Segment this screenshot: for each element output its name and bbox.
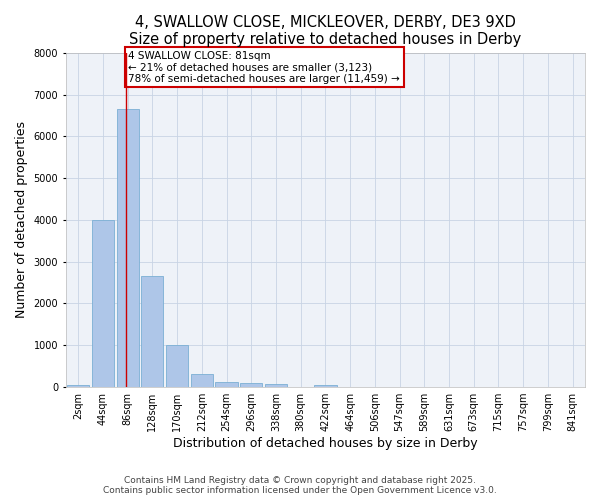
X-axis label: Distribution of detached houses by size in Derby: Distribution of detached houses by size …	[173, 437, 478, 450]
Text: 4 SWALLOW CLOSE: 81sqm
← 21% of detached houses are smaller (3,123)
78% of semi-: 4 SWALLOW CLOSE: 81sqm ← 21% of detached…	[128, 50, 400, 84]
Bar	[265, 384, 287, 387]
Bar	[92, 220, 114, 387]
Bar	[166, 346, 188, 387]
Bar	[141, 276, 163, 387]
Bar	[67, 385, 89, 387]
Y-axis label: Number of detached properties: Number of detached properties	[15, 122, 28, 318]
Title: 4, SWALLOW CLOSE, MICKLEOVER, DERBY, DE3 9XD
Size of property relative to detach: 4, SWALLOW CLOSE, MICKLEOVER, DERBY, DE3…	[129, 15, 521, 48]
Bar	[240, 383, 262, 387]
Bar	[191, 374, 213, 387]
Bar	[116, 109, 139, 387]
Bar	[314, 385, 337, 387]
Bar	[215, 382, 238, 387]
Text: Contains HM Land Registry data © Crown copyright and database right 2025.
Contai: Contains HM Land Registry data © Crown c…	[103, 476, 497, 495]
